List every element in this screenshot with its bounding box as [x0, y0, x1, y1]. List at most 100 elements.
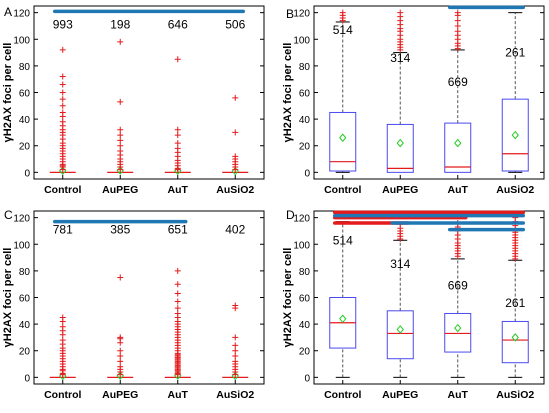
x-tick-label: AuPEG: [102, 389, 138, 401]
y-tick-label: 0: [304, 168, 310, 179]
y-tick-label: 80: [19, 62, 31, 73]
x-tick-label: AuSiO2: [216, 184, 254, 196]
outlier-point: [454, 17, 461, 24]
box: [386, 123, 414, 173]
y-axis-label: γH2AX foci per cell: [282, 43, 294, 143]
outlier-point: [117, 137, 124, 144]
outlier-point: [59, 46, 66, 53]
panel-b: B 0 20 40 60 80 100 120 γH2AX foci per cell Cont…: [282, 5, 545, 196]
outlier-point: [59, 89, 66, 96]
x-tick-label: AuSiO2: [496, 184, 534, 196]
cell-count-label: 646: [168, 18, 188, 32]
x-tick-label: AuPEG: [102, 184, 138, 196]
y-tick-label: 0: [24, 168, 30, 179]
outlier-point: [174, 267, 181, 274]
outlier-point: [174, 305, 181, 312]
box: [444, 122, 472, 173]
outlier-point: [174, 281, 181, 288]
y-tick-label: 80: [19, 267, 31, 278]
cell-count-label: 314: [390, 257, 410, 271]
outlier-point: [174, 126, 181, 133]
x-tick-label: AuT: [448, 389, 469, 401]
outlier-point: [232, 347, 239, 354]
y-tick-label: 40: [19, 320, 31, 331]
y-tick-label: 60: [299, 294, 311, 305]
outlier-point: [117, 98, 124, 105]
mean-marker: [339, 314, 347, 324]
outlier-point: [232, 342, 239, 349]
outlier-point: [59, 118, 66, 125]
outlier-point: [454, 9, 461, 16]
y-axis-label: γH2AX foci per cell: [282, 248, 294, 348]
x-tick-label: Control: [324, 389, 361, 401]
y-tick-label: 80: [299, 62, 311, 73]
outlier-point: [117, 126, 124, 133]
outlier-point: [232, 129, 239, 136]
y-tick-label: 100: [293, 35, 310, 46]
x-tick-label: AuSiO2: [496, 389, 534, 401]
outlier-point: [174, 140, 181, 147]
plot-frame: [33, 5, 265, 180]
outlier-point: [232, 353, 239, 360]
mean-marker: [511, 130, 519, 140]
panel-a-label: A: [4, 5, 12, 19]
outlier-point: [174, 310, 181, 317]
cell-count-label: 514: [333, 233, 353, 247]
outlier-point: [174, 132, 181, 139]
cell-count-label: 781: [53, 223, 73, 237]
y-tick-label: 40: [299, 320, 311, 331]
outlier-point: [59, 314, 66, 321]
outlier-point: [59, 323, 66, 330]
y-axis-label: γH2AX foci per cell: [2, 248, 14, 348]
x-tick-label: Control: [44, 184, 81, 196]
panel-c-label: C: [4, 208, 13, 222]
mean-marker: [511, 333, 519, 342]
x-tick-label: AuT: [448, 184, 469, 196]
outlier-point: [117, 358, 124, 365]
x-tick-label: AuT: [168, 389, 189, 401]
y-tick-label: 20: [299, 347, 311, 358]
cell-count-label: 669: [448, 279, 468, 293]
y-tick-label: 120: [293, 9, 310, 20]
plot-frame: [33, 210, 265, 385]
outlier-point: [59, 337, 66, 344]
outlier-point: [117, 132, 124, 139]
mean-marker: [339, 133, 347, 143]
cell-count-label: 514: [333, 23, 353, 37]
y-tick-label: 100: [293, 240, 310, 251]
mean-marker: [396, 325, 404, 334]
outlier-point: [174, 298, 181, 305]
y-tick-label: 120: [13, 9, 30, 20]
y-tick-label: 20: [299, 142, 311, 153]
outlier-point: [117, 363, 124, 370]
y-tick-label: 120: [13, 214, 30, 225]
y-tick-label: 40: [19, 115, 31, 126]
cell-count-label: 314: [390, 51, 410, 65]
outlier-point: [232, 334, 239, 341]
outlier-point: [174, 145, 181, 152]
outlier-point: [59, 81, 66, 88]
x-tick-label: AuSiO2: [216, 389, 254, 401]
panel-a: A 0 20 40 60 80 100 120 γH2AX foci per cell Cont…: [2, 5, 265, 196]
y-tick-label: 60: [19, 294, 31, 305]
outlier-point: [232, 94, 239, 101]
panel-d-label: D: [286, 208, 295, 222]
y-tick-label: 20: [19, 142, 31, 153]
panel-c: C 0 20 40 60 80 100 120 γH2AX foci per cell Cont…: [2, 208, 265, 401]
outlier-point: [174, 290, 181, 297]
outlier-point: [232, 153, 239, 160]
x-tick-label: Control: [324, 184, 361, 196]
outlier-point: [117, 274, 124, 281]
outlier-point: [59, 109, 66, 116]
outlier-point: [232, 358, 239, 365]
box: [386, 310, 414, 360]
box: [444, 312, 472, 353]
outlier-point: [232, 302, 239, 309]
cell-count-label: 669: [448, 75, 468, 89]
outlier-point: [59, 73, 66, 80]
cell-count-label: 198: [110, 18, 130, 32]
y-tick-label: 80: [299, 267, 311, 278]
outlier-point: [117, 334, 124, 341]
cell-count-label: 261: [505, 46, 525, 60]
